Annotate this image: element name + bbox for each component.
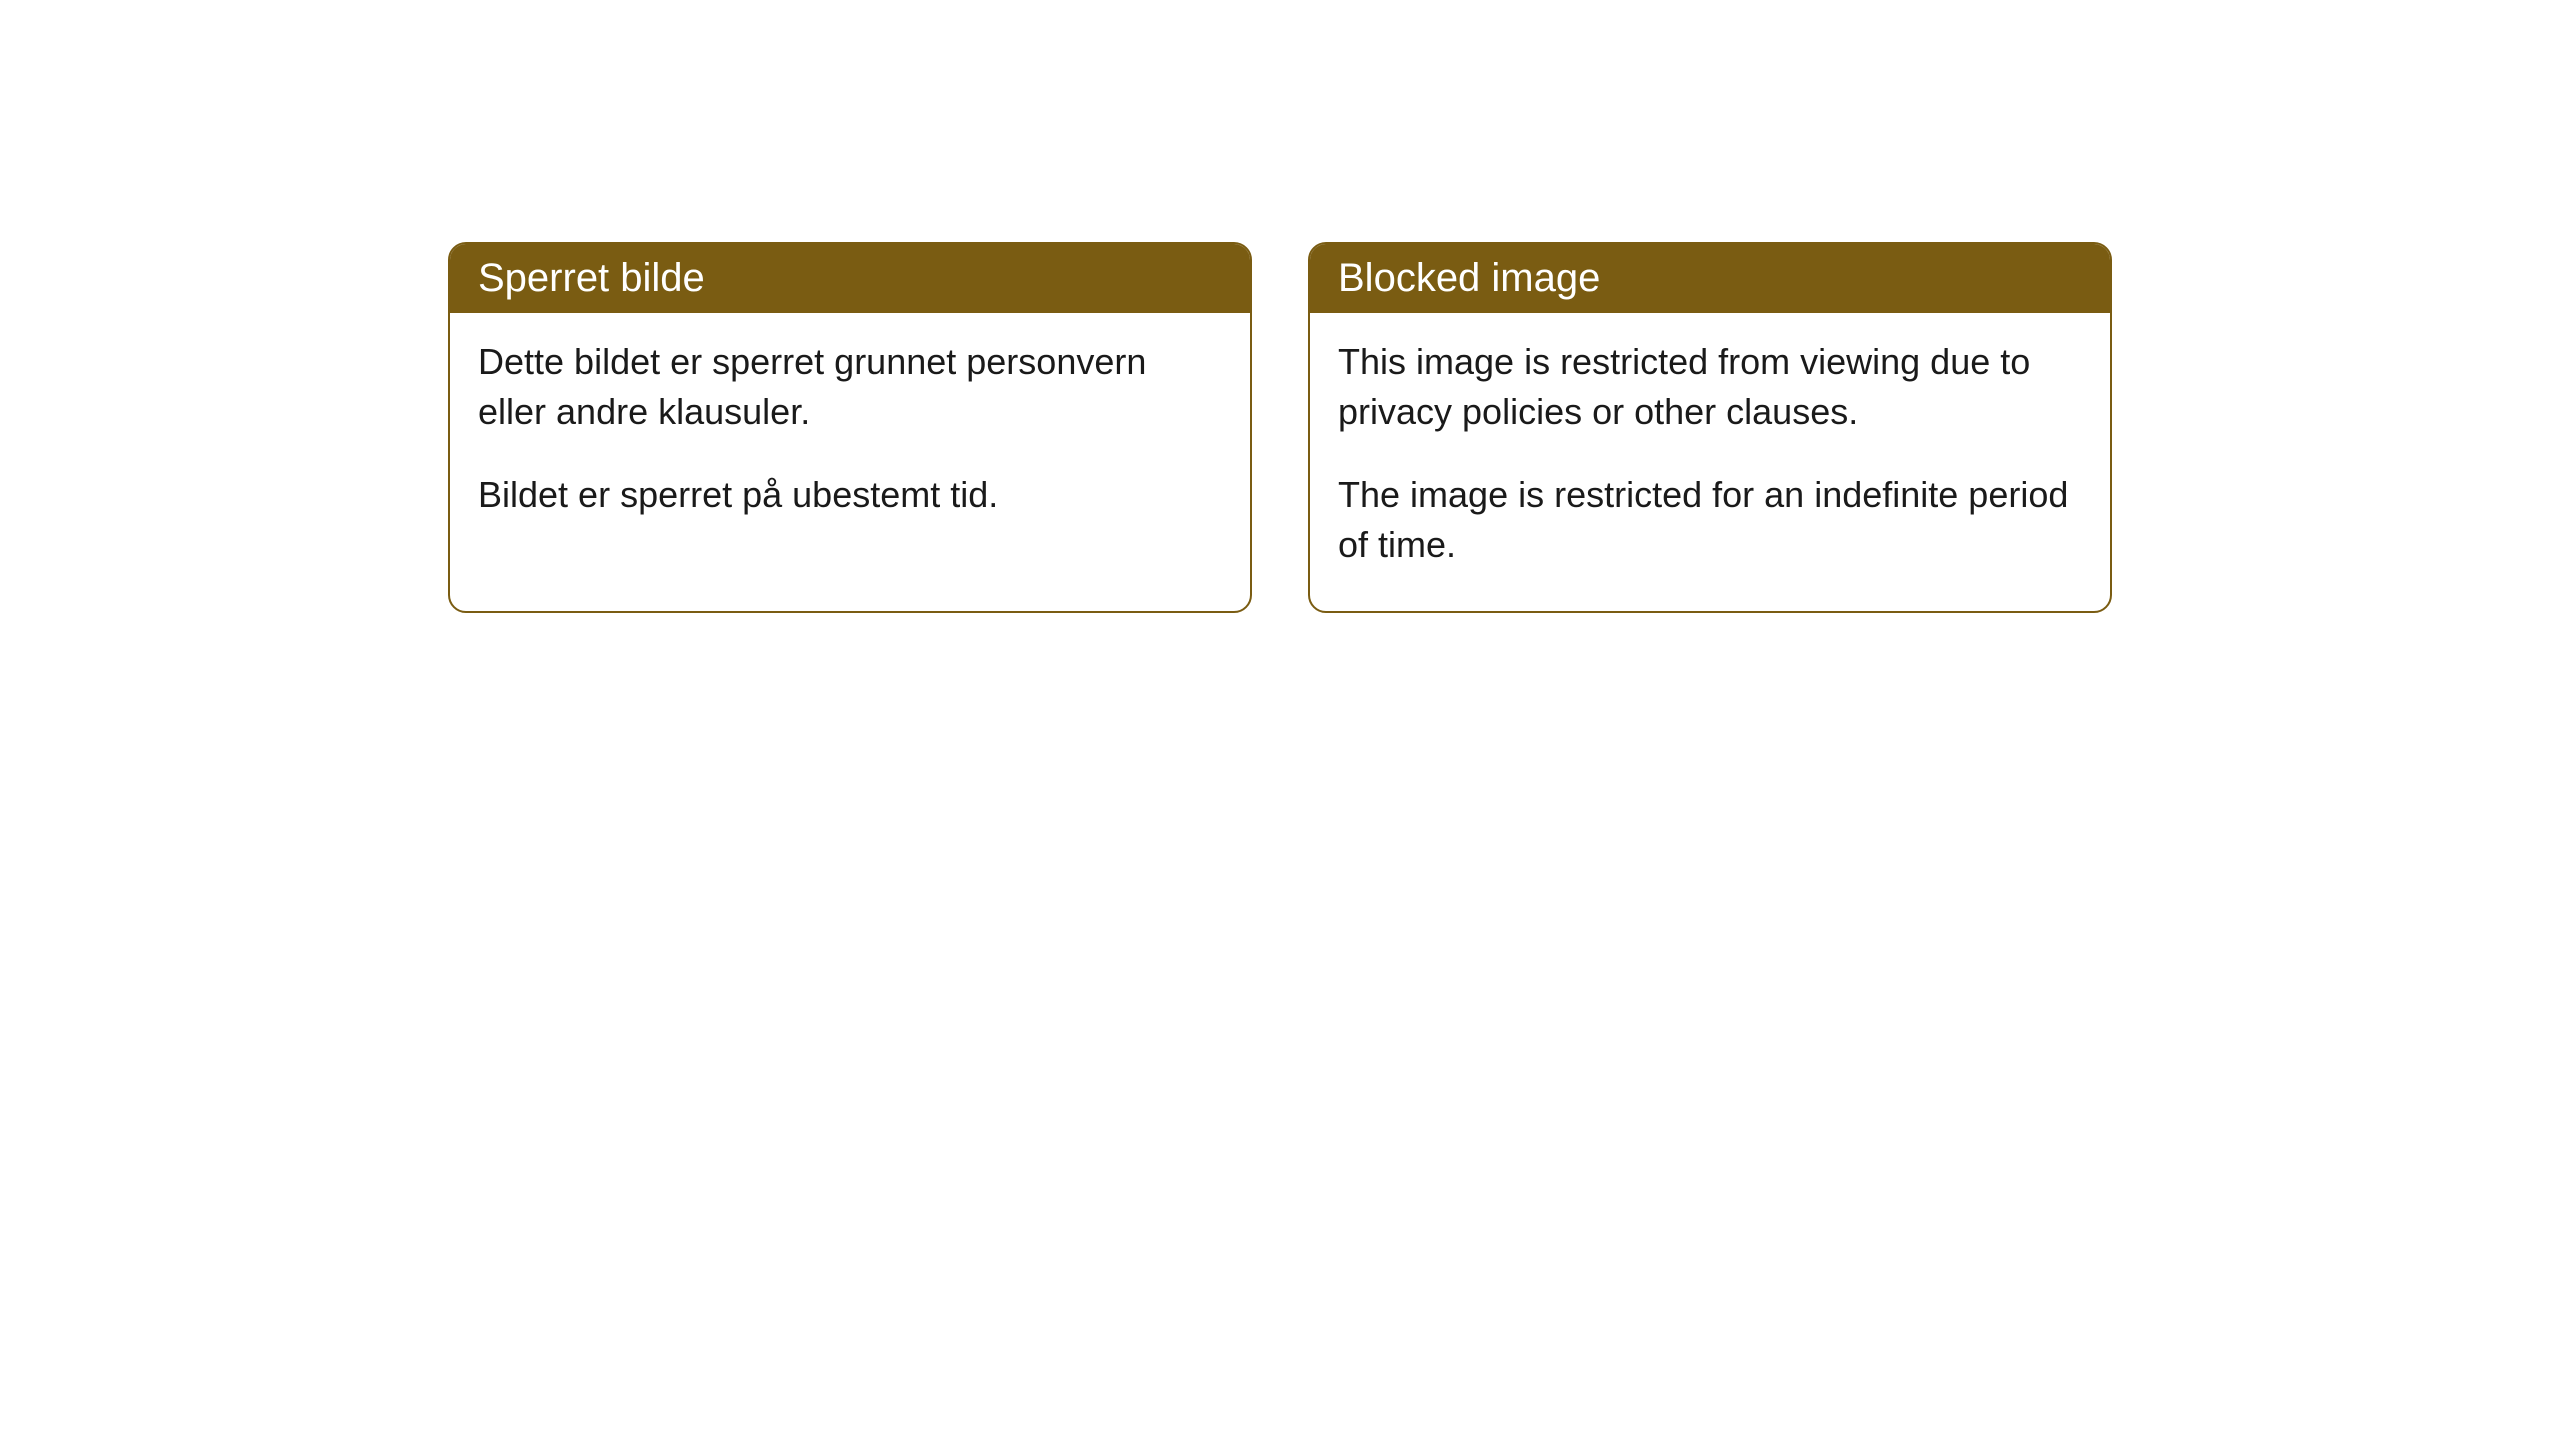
blocked-image-card-english: Blocked image This image is restricted f… (1308, 242, 2112, 613)
card-paragraph: This image is restricted from viewing du… (1338, 337, 2082, 438)
card-header: Blocked image (1310, 244, 2110, 313)
blocked-image-card-norwegian: Sperret bilde Dette bildet er sperret gr… (448, 242, 1252, 613)
card-title: Blocked image (1338, 256, 1600, 300)
card-header: Sperret bilde (450, 244, 1250, 313)
card-paragraph: Bildet er sperret på ubestemt tid. (478, 470, 1222, 520)
card-paragraph: Dette bildet er sperret grunnet personve… (478, 337, 1222, 438)
card-body: Dette bildet er sperret grunnet personve… (450, 313, 1250, 560)
card-body: This image is restricted from viewing du… (1310, 313, 2110, 611)
card-title: Sperret bilde (478, 256, 705, 300)
card-paragraph: The image is restricted for an indefinit… (1338, 470, 2082, 571)
cards-container: Sperret bilde Dette bildet er sperret gr… (0, 0, 2560, 613)
